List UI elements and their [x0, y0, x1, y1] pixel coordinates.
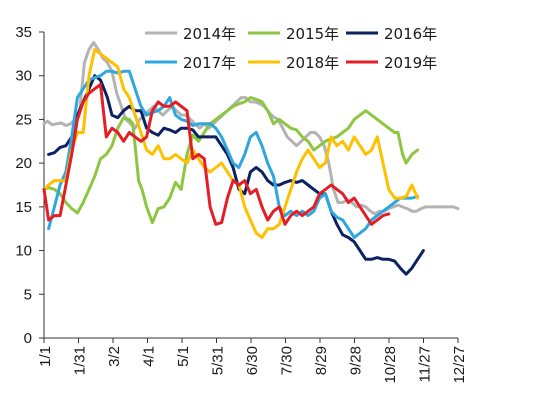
- y-tick-label: 30: [15, 68, 32, 85]
- x-tick-label: 1/1: [37, 346, 54, 367]
- x-tick-label: 10/28: [382, 346, 399, 384]
- y-tick-label: 10: [15, 243, 32, 260]
- y-tick-label: 20: [15, 155, 32, 172]
- y-tick-label: 15: [15, 199, 32, 216]
- y-axis: 0 5 10 15 20 25 30 35: [15, 24, 45, 347]
- y-tick-label: 25: [15, 111, 32, 128]
- x-tick-label: 5/31: [210, 346, 227, 375]
- y-tick-label: 0: [24, 330, 32, 347]
- legend-label: 2018年: [286, 54, 339, 72]
- y-tick-label: 5: [24, 286, 32, 303]
- x-tick-label: 11/27: [417, 346, 434, 382]
- series-line-4: [42, 48, 420, 239]
- series-lines: [42, 41, 460, 276]
- x-axis: 1/1 1/31 3/2 4/1 5/1 5/31 6/30 7/30 8/29 9/28 10/2…: [37, 337, 468, 384]
- legend: 2014年 2015年 2016年 2017年 2018年 2019年: [145, 25, 437, 72]
- x-tick-label: 1/31: [72, 346, 89, 375]
- series-line-1: [42, 96, 420, 225]
- legend-label: 2014年: [183, 25, 236, 43]
- x-tick-label: 7/30: [279, 346, 296, 375]
- x-tick-label: 9/28: [348, 346, 365, 375]
- x-tick-label: 12/27: [451, 346, 468, 384]
- series-line-2: [47, 74, 425, 276]
- x-tick-label: 3/2: [106, 346, 123, 367]
- x-tick-label: 6/30: [244, 346, 261, 375]
- series-line-3: [47, 69, 420, 239]
- legend-label: 2017年: [183, 54, 236, 72]
- legend-label: 2019年: [384, 54, 437, 72]
- x-tick-label: 8/29: [313, 346, 330, 375]
- legend-label: 2016年: [384, 25, 437, 43]
- legend-label: 2015年: [286, 25, 339, 43]
- x-tick-label: 5/1: [175, 346, 192, 367]
- series-line-5: [42, 83, 391, 226]
- y-tick-label: 35: [15, 24, 32, 41]
- x-tick-label: 4/1: [141, 346, 158, 367]
